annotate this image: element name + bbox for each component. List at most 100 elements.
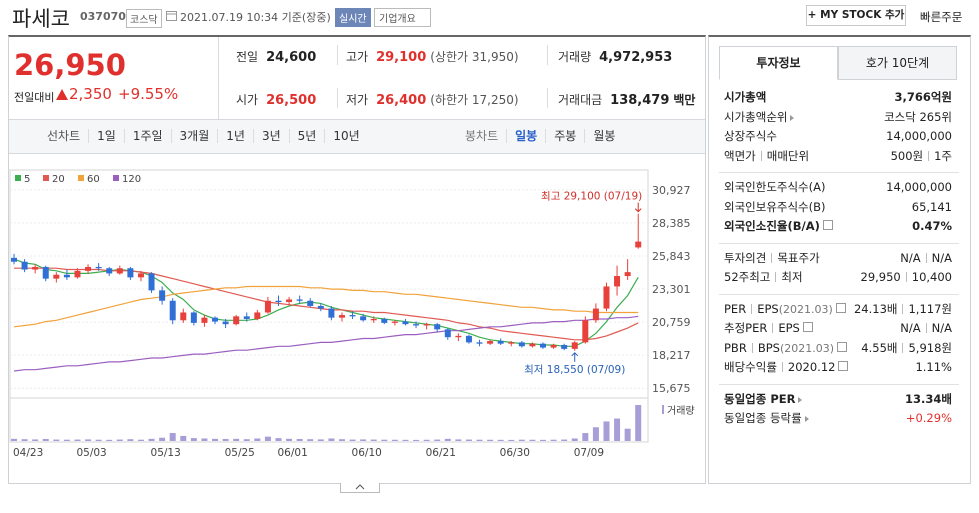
candle-body xyxy=(413,324,420,326)
row-value: N/A N/A xyxy=(900,319,952,338)
period-tab[interactable]: 3개월 xyxy=(170,129,218,143)
candle-body xyxy=(487,341,494,344)
help-icon[interactable] xyxy=(802,322,813,332)
volume-bar xyxy=(338,439,345,441)
volume-bar xyxy=(434,439,441,441)
quote-note: (하한가 17,250) xyxy=(430,93,519,107)
quote-value: 4,972,953 xyxy=(599,50,673,65)
volume-bar xyxy=(328,438,335,441)
period-tab[interactable]: 주봉 xyxy=(545,129,584,143)
x-tick-label: 06/10 xyxy=(352,447,382,459)
value-text: 65,141 xyxy=(911,199,952,214)
row-label: 투자의견 목표주가 xyxy=(724,249,820,268)
volume-bar xyxy=(423,439,430,441)
candle-body xyxy=(264,300,271,313)
volume-bar xyxy=(624,428,631,441)
row-label: 시가총액순위 xyxy=(724,108,795,127)
volume-bar xyxy=(508,439,515,441)
volume-bar xyxy=(360,439,367,441)
candle-body xyxy=(381,318,388,323)
y-tick-label: 23,301 xyxy=(652,283,691,296)
help-icon[interactable] xyxy=(837,341,848,352)
candle-body xyxy=(307,300,314,306)
separator xyxy=(928,150,930,161)
company-info-dropdown[interactable]: 기업개요 xyxy=(374,8,431,27)
candle-body xyxy=(169,300,176,321)
candle-body xyxy=(434,324,441,330)
help-icon[interactable] xyxy=(838,361,849,371)
row-value: 14,000,000 xyxy=(886,178,952,197)
row-label: PBR BPS(2021.03) xyxy=(724,339,848,358)
quick-order[interactable]: 빠른주문 xyxy=(920,10,963,24)
label-text: EPS xyxy=(757,301,779,316)
separator xyxy=(775,272,777,282)
separator xyxy=(902,303,904,314)
period-tab[interactable]: 3년 xyxy=(252,129,289,143)
quote-value: 26,500 xyxy=(266,93,317,108)
invest-tab[interactable]: 호가 10단계 xyxy=(838,46,957,80)
period-tab[interactable]: 일봉 xyxy=(506,129,545,143)
period-tab[interactable]: 1일 xyxy=(88,129,124,143)
more-arrow[interactable] xyxy=(798,396,803,403)
more-arrow[interactable] xyxy=(790,114,795,121)
volume-bar xyxy=(465,439,472,441)
volume-bar xyxy=(254,438,261,441)
more-arrow[interactable] xyxy=(804,416,809,422)
volume-label: 거래량 xyxy=(667,405,695,417)
volume-bar xyxy=(286,438,293,441)
period-tab[interactable]: 1주일 xyxy=(123,129,171,143)
tab-group-label: 선차트 xyxy=(47,129,81,143)
x-tick-label: 06/01 xyxy=(278,447,308,459)
help-icon[interactable] xyxy=(822,220,833,230)
value-text: 1주 xyxy=(934,148,952,163)
x-tick-label: 05/25 xyxy=(225,447,255,459)
volume-bar xyxy=(487,439,494,441)
candle-body xyxy=(529,343,536,347)
quote-item: 거래대금 138,479 백만 xyxy=(558,91,695,108)
candle-body xyxy=(95,266,102,269)
label-text: 외국인한도주식수(A) xyxy=(724,180,826,194)
candle-body xyxy=(21,261,28,270)
candle-body xyxy=(328,308,335,318)
label-text: 시가총액순위 xyxy=(724,109,788,124)
row-value: 3,766억원 xyxy=(894,88,952,107)
candle-body xyxy=(42,266,49,279)
company-info-label: 기업개요 xyxy=(379,14,416,25)
candle-body xyxy=(127,268,134,278)
row-label: 외국인소진율(B/A) xyxy=(724,217,833,236)
candle-body xyxy=(212,317,219,322)
period-tab[interactable]: 1년 xyxy=(217,129,253,143)
period-tab[interactable]: 5년 xyxy=(288,129,325,143)
realtime-badge[interactable]: 실시간 xyxy=(335,8,371,27)
expand-button[interactable] xyxy=(340,483,380,493)
volume-bar xyxy=(592,427,599,441)
my-stock-button[interactable]: + MY STOCK 추가 xyxy=(806,5,906,26)
candle-body xyxy=(286,299,293,303)
volume-bar xyxy=(529,439,536,441)
help-icon[interactable] xyxy=(835,302,846,313)
period-tab[interactable]: 10년 xyxy=(324,129,367,143)
period-tab[interactable]: 월봉 xyxy=(584,129,623,143)
label-text: 배당수익률 xyxy=(724,360,777,374)
candle-body xyxy=(137,273,144,278)
value-text: 500원 xyxy=(890,148,924,163)
row-value: 500원 1주 xyxy=(891,147,952,166)
volume-bar xyxy=(21,439,28,441)
current-price: 26,950 xyxy=(14,48,126,82)
separator xyxy=(771,252,773,263)
label-text: 추정PER xyxy=(724,321,768,335)
invest-row: 상장주식수 14,000,000 xyxy=(724,127,952,146)
legend-swatch xyxy=(78,175,84,181)
label-text: 외국인보유주식수(B) xyxy=(724,199,826,214)
candle-body xyxy=(85,266,92,271)
volume-bar xyxy=(275,438,282,441)
invest-row: 추정PER EPS N/A N/A xyxy=(724,319,952,338)
row-value: 24.13배 1,117원 xyxy=(854,300,952,319)
volume-bar xyxy=(95,439,102,441)
candle-body xyxy=(32,266,39,270)
row-value: 65,141 xyxy=(912,198,952,217)
invest-tab[interactable]: 투자정보 xyxy=(719,46,838,80)
value-text: N/A xyxy=(900,321,921,335)
volume-bar xyxy=(455,439,462,441)
quote-label: 전일 xyxy=(236,50,259,64)
